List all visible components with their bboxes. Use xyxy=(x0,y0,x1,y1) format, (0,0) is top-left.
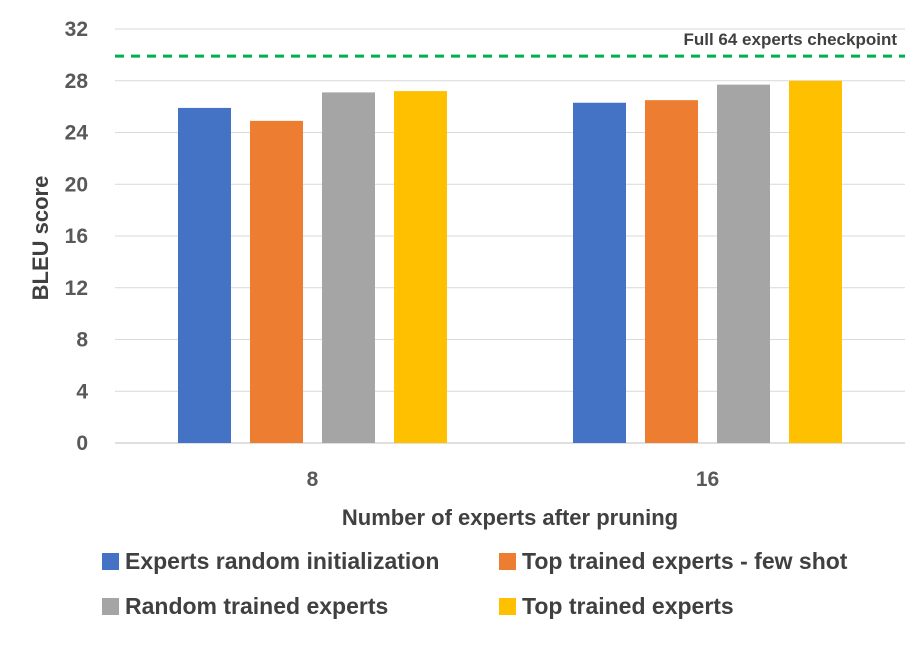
y-tick-label: 12 xyxy=(65,277,88,300)
legend-item: Top trained experts - few shot xyxy=(499,548,847,575)
y-tick-label: 8 xyxy=(76,329,88,352)
bar xyxy=(645,100,698,443)
reference-line-group: Full 64 experts checkpoint xyxy=(115,30,905,58)
legend-label: Top trained experts - few shot xyxy=(522,548,848,574)
bar xyxy=(250,120,303,443)
bar xyxy=(178,107,231,443)
y-tick-label: 4 xyxy=(76,380,88,403)
legend-swatch xyxy=(102,553,119,570)
bar xyxy=(573,102,626,444)
y-tick-label: 28 xyxy=(65,70,89,93)
x-tick-label: 8 xyxy=(307,468,319,491)
reference-line-label: Full 64 experts checkpoint xyxy=(683,30,897,49)
legend-swatch xyxy=(499,598,516,615)
bar xyxy=(394,91,447,443)
y-tick-label: 32 xyxy=(65,18,88,41)
bar xyxy=(789,80,842,443)
y-tick-label: 24 xyxy=(65,122,89,145)
gridlines xyxy=(115,28,905,444)
legend-label: Random trained experts xyxy=(125,593,389,619)
x-axis-ticks: 8 16 xyxy=(307,468,720,491)
legend-item: Experts random initialization xyxy=(102,548,439,575)
legend-label: Top trained experts xyxy=(522,593,734,619)
y-axis-title: BLEU score xyxy=(28,176,53,301)
y-axis-ticks: 0 4 8 12 16 20 24 28 32 xyxy=(65,18,89,455)
legend-swatch xyxy=(102,598,119,615)
y-tick-label: 20 xyxy=(65,173,88,196)
legend-swatch xyxy=(499,553,516,570)
bars xyxy=(178,80,842,444)
legend-item: Random trained experts xyxy=(102,593,388,620)
legend-label: Experts random initialization xyxy=(125,548,440,574)
bar xyxy=(717,84,770,443)
y-tick-label: 16 xyxy=(65,225,88,248)
x-tick-label: 16 xyxy=(696,468,719,491)
y-tick-label: 0 xyxy=(76,432,88,455)
x-axis-title: Number of experts after pruning xyxy=(342,505,678,530)
legend-item: Top trained experts xyxy=(499,593,734,620)
bar xyxy=(322,92,375,444)
